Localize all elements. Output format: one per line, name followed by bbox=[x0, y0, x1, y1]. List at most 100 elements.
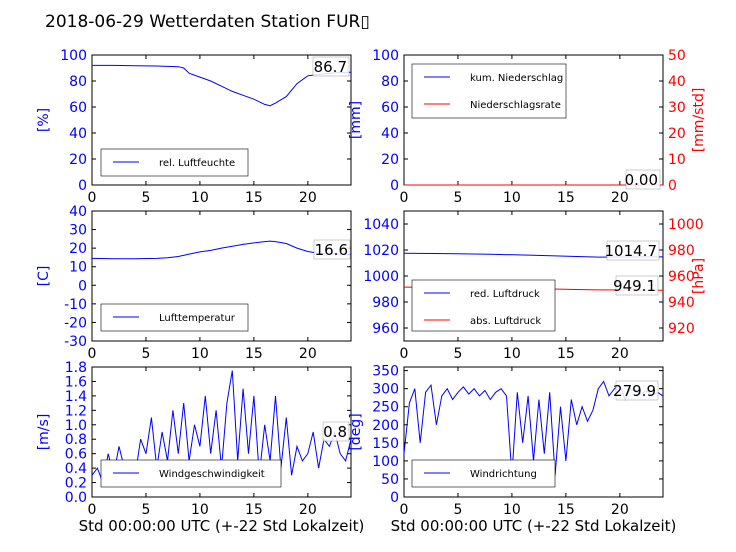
x-tick-label: 15 bbox=[557, 502, 575, 518]
y-axis-label: [mm] bbox=[348, 101, 364, 139]
y-axis-label: [m/s] bbox=[36, 414, 52, 451]
y-tick-label: 0.8 bbox=[65, 432, 87, 448]
current-value: 949.1 bbox=[613, 277, 656, 295]
x-tick-label: 15 bbox=[245, 502, 263, 518]
y2-axis-label: [hPa] bbox=[691, 258, 707, 294]
y-tick-label: 250 bbox=[372, 400, 399, 416]
y2-tick-label: 40 bbox=[668, 74, 686, 90]
x-tick-label: 0 bbox=[400, 190, 409, 206]
x-tick-label: 0 bbox=[88, 190, 97, 206]
x-tick-label: 10 bbox=[191, 190, 209, 206]
y-axis-label: [%] bbox=[36, 108, 52, 132]
legend-label: Windgeschwindigkeit bbox=[159, 469, 265, 480]
value-box bbox=[615, 380, 659, 401]
y2-tick-label: 0 bbox=[668, 178, 677, 194]
x-tick-label: 20 bbox=[611, 346, 629, 362]
value-box bbox=[606, 240, 660, 261]
x-axis-label: Std 00:00:00 UTC (+-22 Std Lokalzeit) bbox=[79, 517, 365, 535]
legend-label: red. Luftdruck bbox=[470, 289, 540, 300]
x-tick-label: 5 bbox=[141, 502, 150, 518]
panel-precipitation: 0 5 10 15 20 0 20 40 60 80 100 [mm] 0 10 20 30 40 50 [mm/s… bbox=[348, 48, 707, 206]
x-tick-label: 15 bbox=[245, 346, 263, 362]
current-value: 86.7 bbox=[314, 58, 347, 76]
y-tick-label: 20 bbox=[69, 241, 87, 257]
y-tick-label: 60 bbox=[69, 100, 87, 116]
current-value: 1014.7 bbox=[605, 242, 658, 260]
legend-label: Niederschlagsrate bbox=[470, 100, 561, 111]
figure-title: 2018-06-29 Wetterdaten Station FUR▯ bbox=[45, 12, 370, 32]
current-value: 279.9 bbox=[613, 382, 656, 400]
y-tick-label: 960 bbox=[372, 321, 399, 337]
y2-axis-label: [mm/std] bbox=[691, 88, 707, 153]
y-tick-label: 30 bbox=[69, 223, 87, 239]
legend: red. Luftdruck abs. Luftdruck bbox=[411, 279, 556, 332]
y2-tick-label: 1000 bbox=[668, 217, 704, 233]
series-line bbox=[91, 240, 352, 260]
legend: rel. Luftfeuchte bbox=[100, 148, 249, 177]
legend: Lufttemperatur bbox=[100, 303, 249, 332]
y-tick-label: 1.8 bbox=[65, 360, 87, 376]
y-tick-label: -10 bbox=[64, 297, 87, 313]
y2-tick-label: 960 bbox=[668, 269, 695, 285]
y-tick-label: 20 bbox=[69, 152, 87, 168]
x-tick-label: 15 bbox=[557, 190, 575, 206]
y2-tick-label: 980 bbox=[668, 243, 695, 259]
y-tick-label: 980 bbox=[372, 295, 399, 311]
y-tick-label: 1040 bbox=[363, 217, 399, 233]
legend-box bbox=[411, 279, 556, 332]
current-value: 0.00 bbox=[625, 171, 658, 189]
x-tick-label: 20 bbox=[299, 346, 317, 362]
y-tick-label: 350 bbox=[372, 364, 399, 380]
x-tick-label: 0 bbox=[400, 346, 409, 362]
x-tick-label: 20 bbox=[299, 190, 317, 206]
value-box bbox=[312, 56, 350, 77]
legend-box bbox=[100, 148, 249, 177]
y-tick-label: 0.4 bbox=[65, 461, 87, 477]
x-tick-label: 10 bbox=[191, 502, 209, 518]
y-tick-label: 100 bbox=[372, 48, 399, 64]
value-box bbox=[625, 169, 661, 190]
panel-wind-speed: 0 5 10 15 200.00.20.40.60.81.01.21.41.61.8[m… bbox=[36, 360, 364, 535]
legend-box bbox=[411, 63, 567, 119]
y-tick-label: 200 bbox=[372, 418, 399, 434]
y-tick-label: 1.4 bbox=[65, 389, 87, 405]
x-tick-label: 10 bbox=[503, 346, 521, 362]
y-tick-label: 60 bbox=[381, 100, 399, 116]
y-tick-label: 80 bbox=[381, 74, 399, 90]
y-tick-label: 1000 bbox=[363, 269, 399, 285]
y-tick-label: 100 bbox=[372, 454, 399, 470]
value-box bbox=[313, 239, 351, 260]
y-tick-label: 300 bbox=[372, 382, 399, 398]
y-tick-label: 0 bbox=[390, 490, 399, 506]
y-tick-label: 100 bbox=[60, 48, 87, 64]
x-tick-label: 5 bbox=[141, 346, 150, 362]
y-tick-label: 0 bbox=[390, 178, 399, 194]
x-tick-label: 5 bbox=[453, 502, 462, 518]
y2-tick-label: 10 bbox=[668, 152, 686, 168]
panel-humidity: 0 5 10 15 20 0 20 40 60 80 100 [%] rel. Luftfeuchte 8… bbox=[36, 48, 352, 206]
y-tick-label: 0 bbox=[78, 278, 87, 294]
y2-tick-label: 30 bbox=[668, 100, 686, 116]
y-tick-label: 1020 bbox=[363, 243, 399, 259]
y2-tick-label: 20 bbox=[668, 126, 686, 142]
panel-pressure: 0 5 10 15 20 960 980 1000 1020 1040 920 940 960 980 10… bbox=[363, 210, 707, 362]
legend-label: kum. Niederschlag bbox=[470, 73, 563, 84]
x-tick-label: 10 bbox=[191, 346, 209, 362]
legend: Windrichtung bbox=[411, 459, 556, 488]
legend-label: Windrichtung bbox=[470, 469, 537, 480]
y-axis-label: [deg] bbox=[348, 413, 364, 450]
y-tick-label: 20 bbox=[381, 152, 399, 168]
y-tick-label: 50 bbox=[381, 472, 399, 488]
x-tick-label: 15 bbox=[557, 346, 575, 362]
legend: kum. Niederschlag Niederschlagsrate bbox=[411, 63, 567, 119]
y-tick-label: 1.2 bbox=[65, 403, 87, 419]
y2-tick-label: 50 bbox=[668, 48, 686, 64]
x-tick-label: 20 bbox=[299, 502, 317, 518]
x-tick-label: 0 bbox=[88, 346, 97, 362]
x-tick-label: 0 bbox=[88, 502, 97, 518]
y-tick-label: 0.0 bbox=[65, 490, 87, 506]
panel-temperature: 0 5 10 15 20 -30 -20 -10 0 10 20 30 40 [C] Lufttempera… bbox=[36, 204, 352, 362]
y-tick-label: 40 bbox=[69, 204, 87, 220]
y-tick-label: 0 bbox=[78, 178, 87, 194]
x-axis-label: Std 00:00:00 UTC (+-22 Std Lokalzeit) bbox=[391, 517, 677, 535]
